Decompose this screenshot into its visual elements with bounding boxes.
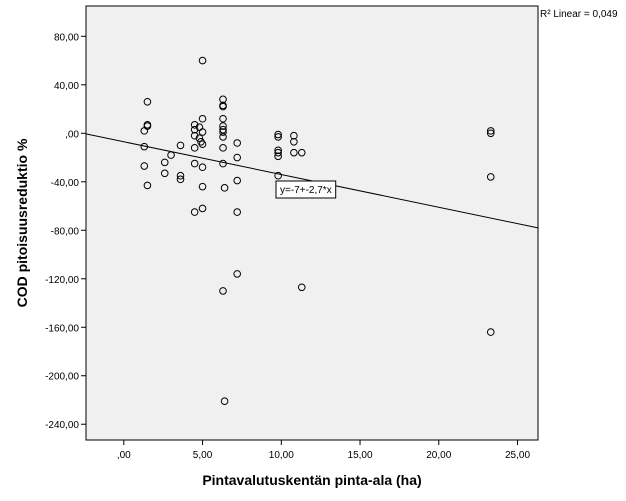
data-point (486, 173, 495, 181)
data-point (190, 121, 199, 129)
data-point (198, 182, 207, 191)
r2-label: R² Linear = 0,049 (540, 9, 618, 20)
y-tick-label: 80,00 (54, 32, 79, 43)
data-point (198, 204, 207, 213)
x-tick-label: 25,00 (505, 450, 530, 461)
data-point (233, 176, 241, 185)
data-point (160, 158, 169, 167)
data-point (219, 287, 227, 295)
data-point (219, 102, 227, 111)
fit-equation-label: y=-7+-2,7*x (280, 185, 332, 196)
y-tick-label: -200,00 (45, 372, 79, 383)
data-point (167, 151, 175, 159)
x-tick-label: 20,00 (426, 450, 451, 461)
y-tick-label: 40,00 (54, 81, 79, 92)
data-point (219, 125, 227, 134)
data-point (274, 130, 282, 139)
x-tick-label: 10,00 (269, 450, 294, 461)
y-tick-label: -160,00 (45, 323, 79, 334)
data-point (198, 128, 207, 136)
data-point (198, 140, 207, 149)
plot-area (85, 5, 539, 441)
data-points (140, 56, 495, 406)
data-point (233, 153, 241, 162)
x-tick-label: 15,00 (348, 450, 373, 461)
data-point (190, 125, 199, 134)
data-point (219, 144, 227, 152)
data-point (274, 171, 282, 180)
data-point (160, 169, 169, 178)
x-axis-title: Pintavalutuskentän pinta-ala (ha) (202, 472, 421, 488)
y-tick-label: ,00 (65, 129, 79, 140)
fit-equation-box (275, 180, 337, 199)
data-point (233, 270, 241, 278)
data-point (198, 56, 207, 65)
x-tick-label: 5,00 (193, 450, 213, 461)
data-point (219, 133, 227, 141)
data-point (219, 122, 227, 130)
data-point (198, 163, 207, 172)
data-point (233, 139, 241, 147)
data-point (290, 148, 298, 157)
fit-equation-group: y=-7+-2,7*x (275, 180, 337, 199)
data-point (220, 397, 229, 406)
data-point (140, 142, 149, 151)
data-point (274, 152, 282, 161)
data-point (220, 184, 229, 192)
data-point (190, 208, 199, 216)
data-point (176, 175, 185, 184)
data-point (290, 131, 298, 140)
y-tick-label: -240,00 (45, 420, 79, 431)
data-point (486, 127, 495, 135)
data-point (219, 159, 227, 168)
y-tick-label: -40,00 (51, 178, 80, 189)
data-point (143, 97, 152, 106)
y-axis-ticks: 80,00 40,00 ,00 -40,00 -80,00 -120,00 -160,00 -… (45, 32, 86, 431)
data-point (198, 114, 207, 123)
x-axis-ticks: ,00 5,00 10,00 15,00 20,00 25,00 (117, 440, 530, 461)
data-point (140, 162, 149, 170)
y-axis-title: COD pitoisuusreduktio % (14, 138, 30, 307)
y-tick-label: -80,00 (51, 226, 80, 237)
data-point (190, 159, 199, 168)
data-point (190, 144, 199, 152)
data-point (176, 171, 185, 180)
data-point (190, 131, 199, 140)
data-point (486, 129, 495, 138)
data-point (274, 148, 282, 157)
x-tick-label: ,00 (117, 450, 131, 461)
data-point (233, 208, 241, 216)
data-point (143, 121, 152, 129)
data-point (219, 114, 227, 123)
data-point (143, 181, 152, 190)
data-point (297, 148, 306, 157)
data-point (290, 137, 298, 146)
data-point (297, 283, 306, 292)
data-point (195, 134, 204, 142)
data-point (274, 133, 282, 141)
data-point (274, 146, 282, 155)
data-point (176, 141, 185, 150)
data-point (219, 128, 227, 136)
data-point (219, 95, 227, 104)
y-tick-label: -120,00 (45, 275, 79, 286)
data-point (486, 328, 495, 336)
